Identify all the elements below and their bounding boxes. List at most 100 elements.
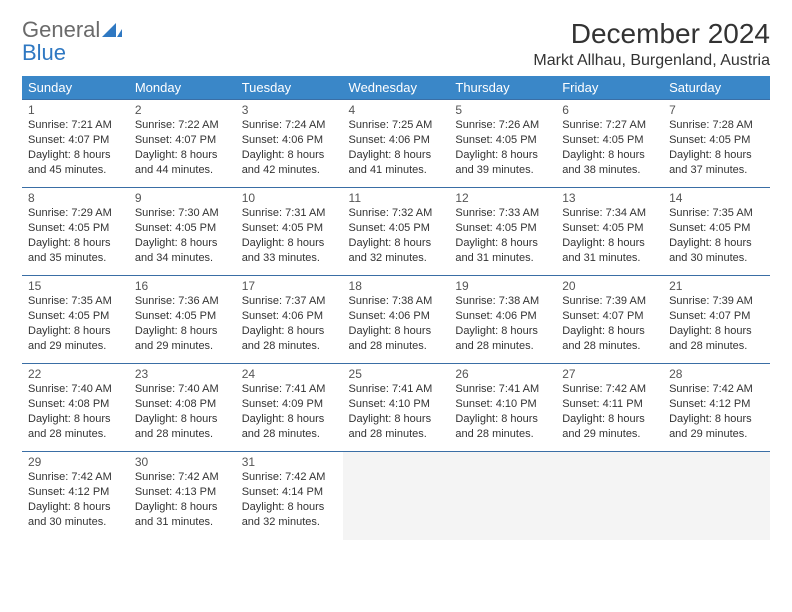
daylight-line1: Daylight: 8 hours [455, 148, 550, 163]
day-header: Monday [129, 76, 236, 100]
calendar-day-cell: 30Sunrise: 7:42 AMSunset: 4:13 PMDayligh… [129, 452, 236, 540]
location-text: Markt Allhau, Burgenland, Austria [533, 52, 770, 70]
daylight-line2: and 28 minutes. [135, 427, 230, 442]
daylight-line1: Daylight: 8 hours [349, 412, 444, 427]
day-info: Sunrise: 7:38 AMSunset: 4:06 PMDaylight:… [455, 294, 550, 353]
calendar-empty-cell [343, 452, 450, 540]
sunset-text: Sunset: 4:05 PM [135, 309, 230, 324]
sunrise-text: Sunrise: 7:37 AM [242, 294, 337, 309]
day-info: Sunrise: 7:42 AMSunset: 4:14 PMDaylight:… [242, 470, 337, 529]
day-info: Sunrise: 7:28 AMSunset: 4:05 PMDaylight:… [669, 118, 764, 177]
daylight-line1: Daylight: 8 hours [28, 236, 123, 251]
daylight-line1: Daylight: 8 hours [349, 236, 444, 251]
sunset-text: Sunset: 4:05 PM [562, 221, 657, 236]
day-info: Sunrise: 7:37 AMSunset: 4:06 PMDaylight:… [242, 294, 337, 353]
calendar-day-cell: 19Sunrise: 7:38 AMSunset: 4:06 PMDayligh… [449, 276, 556, 364]
sunset-text: Sunset: 4:05 PM [28, 309, 123, 324]
day-info: Sunrise: 7:39 AMSunset: 4:07 PMDaylight:… [562, 294, 657, 353]
day-header: Friday [556, 76, 663, 100]
sunset-text: Sunset: 4:08 PM [28, 397, 123, 412]
day-number: 20 [562, 279, 657, 293]
sunrise-text: Sunrise: 7:42 AM [669, 382, 764, 397]
sunrise-text: Sunrise: 7:42 AM [28, 470, 123, 485]
daylight-line1: Daylight: 8 hours [455, 412, 550, 427]
logo-sail-icon [102, 18, 122, 41]
day-info: Sunrise: 7:41 AMSunset: 4:09 PMDaylight:… [242, 382, 337, 441]
calendar-week-row: 29Sunrise: 7:42 AMSunset: 4:12 PMDayligh… [22, 452, 770, 540]
logo-blue-text: Blue [22, 40, 66, 65]
sunrise-text: Sunrise: 7:38 AM [349, 294, 444, 309]
sunset-text: Sunset: 4:06 PM [455, 309, 550, 324]
day-info: Sunrise: 7:35 AMSunset: 4:05 PMDaylight:… [669, 206, 764, 265]
sunrise-text: Sunrise: 7:42 AM [242, 470, 337, 485]
sunrise-text: Sunrise: 7:42 AM [562, 382, 657, 397]
sunset-text: Sunset: 4:12 PM [28, 485, 123, 500]
daylight-line2: and 35 minutes. [28, 251, 123, 266]
daylight-line1: Daylight: 8 hours [135, 148, 230, 163]
day-number: 24 [242, 367, 337, 381]
day-info: Sunrise: 7:35 AMSunset: 4:05 PMDaylight:… [28, 294, 123, 353]
sunrise-text: Sunrise: 7:24 AM [242, 118, 337, 133]
calendar-table: SundayMondayTuesdayWednesdayThursdayFrid… [22, 76, 770, 540]
sunset-text: Sunset: 4:07 PM [562, 309, 657, 324]
daylight-line2: and 28 minutes. [455, 339, 550, 354]
day-number: 17 [242, 279, 337, 293]
daylight-line2: and 41 minutes. [349, 163, 444, 178]
daylight-line2: and 28 minutes. [562, 339, 657, 354]
day-number: 5 [455, 103, 550, 117]
daylight-line2: and 38 minutes. [562, 163, 657, 178]
daylight-line1: Daylight: 8 hours [455, 324, 550, 339]
day-header: Sunday [22, 76, 129, 100]
day-header: Tuesday [236, 76, 343, 100]
sunrise-text: Sunrise: 7:38 AM [455, 294, 550, 309]
day-header: Saturday [663, 76, 770, 100]
sunset-text: Sunset: 4:06 PM [242, 133, 337, 148]
daylight-line1: Daylight: 8 hours [242, 324, 337, 339]
daylight-line2: and 37 minutes. [669, 163, 764, 178]
sunrise-text: Sunrise: 7:34 AM [562, 206, 657, 221]
day-number: 29 [28, 455, 123, 469]
calendar-day-cell: 27Sunrise: 7:42 AMSunset: 4:11 PMDayligh… [556, 364, 663, 452]
day-number: 7 [669, 103, 764, 117]
daylight-line1: Daylight: 8 hours [562, 324, 657, 339]
sunset-text: Sunset: 4:07 PM [135, 133, 230, 148]
day-info: Sunrise: 7:24 AMSunset: 4:06 PMDaylight:… [242, 118, 337, 177]
day-info: Sunrise: 7:22 AMSunset: 4:07 PMDaylight:… [135, 118, 230, 177]
calendar-day-cell: 25Sunrise: 7:41 AMSunset: 4:10 PMDayligh… [343, 364, 450, 452]
day-info: Sunrise: 7:40 AMSunset: 4:08 PMDaylight:… [135, 382, 230, 441]
day-info: Sunrise: 7:30 AMSunset: 4:05 PMDaylight:… [135, 206, 230, 265]
calendar-day-cell: 1Sunrise: 7:21 AMSunset: 4:07 PMDaylight… [22, 100, 129, 188]
daylight-line2: and 28 minutes. [669, 339, 764, 354]
calendar-day-cell: 3Sunrise: 7:24 AMSunset: 4:06 PMDaylight… [236, 100, 343, 188]
daylight-line1: Daylight: 8 hours [28, 500, 123, 515]
calendar-empty-cell [663, 452, 770, 540]
daylight-line1: Daylight: 8 hours [28, 148, 123, 163]
daylight-line2: and 31 minutes. [135, 515, 230, 530]
daylight-line2: and 28 minutes. [28, 427, 123, 442]
daylight-line1: Daylight: 8 hours [135, 412, 230, 427]
calendar-day-cell: 17Sunrise: 7:37 AMSunset: 4:06 PMDayligh… [236, 276, 343, 364]
calendar-week-row: 15Sunrise: 7:35 AMSunset: 4:05 PMDayligh… [22, 276, 770, 364]
sunrise-text: Sunrise: 7:32 AM [349, 206, 444, 221]
sunrise-text: Sunrise: 7:33 AM [455, 206, 550, 221]
daylight-line2: and 28 minutes. [455, 427, 550, 442]
day-header: Thursday [449, 76, 556, 100]
daylight-line1: Daylight: 8 hours [562, 148, 657, 163]
day-number: 8 [28, 191, 123, 205]
day-info: Sunrise: 7:34 AMSunset: 4:05 PMDaylight:… [562, 206, 657, 265]
day-info: Sunrise: 7:39 AMSunset: 4:07 PMDaylight:… [669, 294, 764, 353]
day-number: 6 [562, 103, 657, 117]
day-info: Sunrise: 7:25 AMSunset: 4:06 PMDaylight:… [349, 118, 444, 177]
calendar-day-cell: 13Sunrise: 7:34 AMSunset: 4:05 PMDayligh… [556, 188, 663, 276]
daylight-line1: Daylight: 8 hours [669, 148, 764, 163]
sunrise-text: Sunrise: 7:40 AM [135, 382, 230, 397]
sunset-text: Sunset: 4:05 PM [562, 133, 657, 148]
daylight-line1: Daylight: 8 hours [135, 236, 230, 251]
calendar-day-cell: 15Sunrise: 7:35 AMSunset: 4:05 PMDayligh… [22, 276, 129, 364]
daylight-line2: and 29 minutes. [135, 339, 230, 354]
daylight-line1: Daylight: 8 hours [28, 412, 123, 427]
sunrise-text: Sunrise: 7:36 AM [135, 294, 230, 309]
daylight-line2: and 31 minutes. [562, 251, 657, 266]
sunset-text: Sunset: 4:06 PM [242, 309, 337, 324]
sunset-text: Sunset: 4:06 PM [349, 309, 444, 324]
